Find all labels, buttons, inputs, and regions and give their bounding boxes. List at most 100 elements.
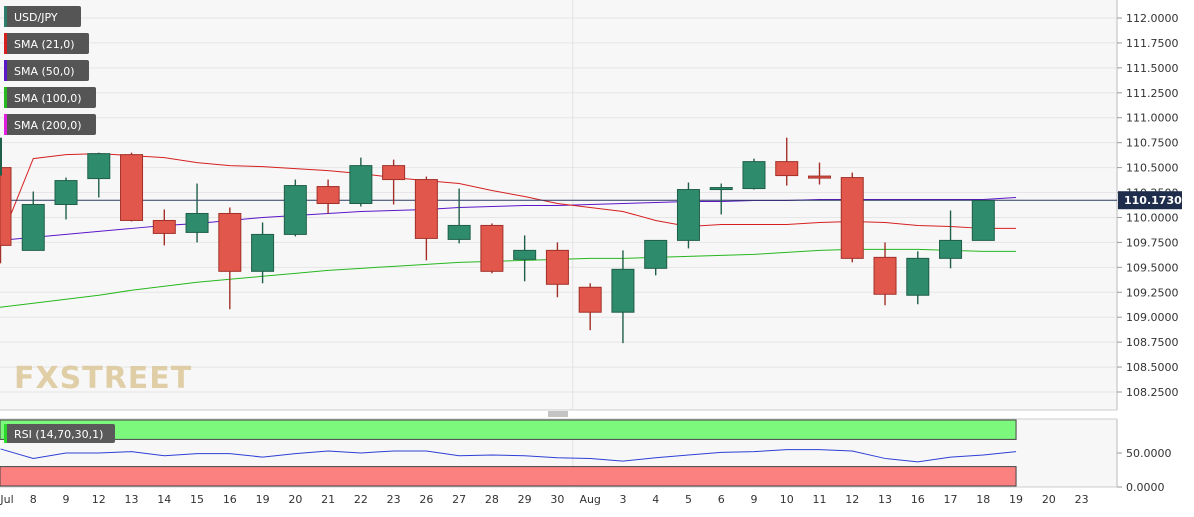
date-label: 20 [288,493,302,506]
legend-box [4,6,81,27]
candle-body [87,153,111,180]
legend-box [4,114,96,135]
rsi-tick-label: 0.0000 [1126,481,1165,494]
grid-layer [0,0,1117,487]
legend-item[interactable]: USD/JPY [4,6,81,27]
bearish-candle [218,207,242,310]
candle-body [218,212,242,272]
date-label: 30 [550,493,564,506]
date-label: 8 [30,493,37,506]
rsi-layer: RSI (14,70,30,1) [0,419,1017,487]
date-label: 18 [976,493,990,506]
bullish-candle [447,188,471,244]
date-label: 27 [452,493,466,506]
date-label: 4 [652,493,659,506]
bullish-candle [742,158,766,190]
legend-item[interactable]: SMA (100,0) [4,87,96,108]
bearish-candle [775,137,799,186]
candle-layer [0,137,995,344]
rsi-label-box [4,424,115,443]
candle-body [316,186,340,205]
candle-body [709,187,733,191]
price-tick-label: 111.7500 [1126,37,1179,50]
date-label: 28 [485,493,499,506]
current-price-label: 110.1730 [1124,194,1182,207]
candle-body [578,286,602,313]
date-label: 26 [419,493,433,506]
bearish-candle [873,242,897,306]
legend-label: SMA (100,0) [14,92,82,105]
legend-label: SMA (21,0) [14,38,75,51]
candle-body [120,154,144,221]
legend-box [4,60,89,81]
price-tick-label: 112.0000 [1126,12,1179,25]
rsi-label: RSI (14,70,30,1) [14,428,103,441]
price-tick-label: 108.7500 [1126,336,1179,349]
candle-body [152,219,176,234]
legend-swatch [4,33,7,54]
candle-body [513,249,537,260]
legend-swatch [4,87,7,108]
current-price-box [1118,191,1182,210]
candle-body [775,161,799,177]
bullish-candle [709,183,733,215]
candle-body [971,200,995,241]
date-label: 17 [944,493,958,506]
legend-box [4,87,96,108]
bearish-candle [480,223,504,274]
candle-body [185,212,209,233]
date-label: 10 [780,493,794,506]
price-tick-label: 111.5000 [1126,62,1179,75]
legend-label: SMA (50,0) [14,65,75,78]
date-label: 29 [518,493,532,506]
bullish-candle [251,222,275,284]
legend-item[interactable]: SMA (21,0) [4,33,89,54]
bullish-candle [676,182,700,249]
date-label: 20 [1042,493,1056,506]
date-label: 15 [190,493,204,506]
candle-body [21,204,45,251]
bearish-candle [545,242,569,298]
legend-item[interactable]: SMA (50,0) [4,60,89,81]
candle-body [545,249,569,285]
bullish-candle [21,191,45,251]
rsi-oversold-zone [0,466,1017,487]
candle-body [906,257,930,296]
pane-resize-handle[interactable] [548,411,568,417]
candle-body [382,165,406,181]
date-label: 19 [256,493,270,506]
candle-body [742,161,766,190]
candle-body [349,165,373,205]
candle-body [808,175,831,179]
candle-body [644,239,668,269]
candle-body [939,239,963,259]
rsi-tick-label: 50.0000 [1126,447,1172,460]
date-label: 19 [1009,493,1023,506]
date-label: 11 [813,493,827,506]
bearish-candle [414,176,438,261]
price-tick-label: 110.7500 [1126,137,1179,150]
candle-body [251,233,275,272]
bullish-candle [87,152,111,198]
price-tick-label: 109.0000 [1126,311,1179,324]
legend-item[interactable]: SMA (200,0) [4,114,96,135]
bullish-candle [513,235,537,282]
bearish-candle [152,209,176,246]
date-label: 14 [157,493,171,506]
bullish-candle [971,200,995,241]
price-tick-label: 111.2500 [1126,87,1179,100]
candle-body [0,167,12,246]
fxstreet-watermark: FXSTREET [14,361,192,396]
price-tick-label: 110.5000 [1126,162,1179,175]
date-label: 6 [718,493,725,506]
bullish-candle [54,177,78,220]
date-label: 21 [321,493,335,506]
date-label: 23 [387,493,401,506]
bearish-candle [578,283,602,331]
price-tick-label: 108.5000 [1126,361,1179,374]
candle-body [54,180,78,206]
bearish-candle [120,152,144,222]
date-label: 12 [845,493,859,506]
bearish-candle [316,179,340,214]
legend-box [4,33,89,54]
